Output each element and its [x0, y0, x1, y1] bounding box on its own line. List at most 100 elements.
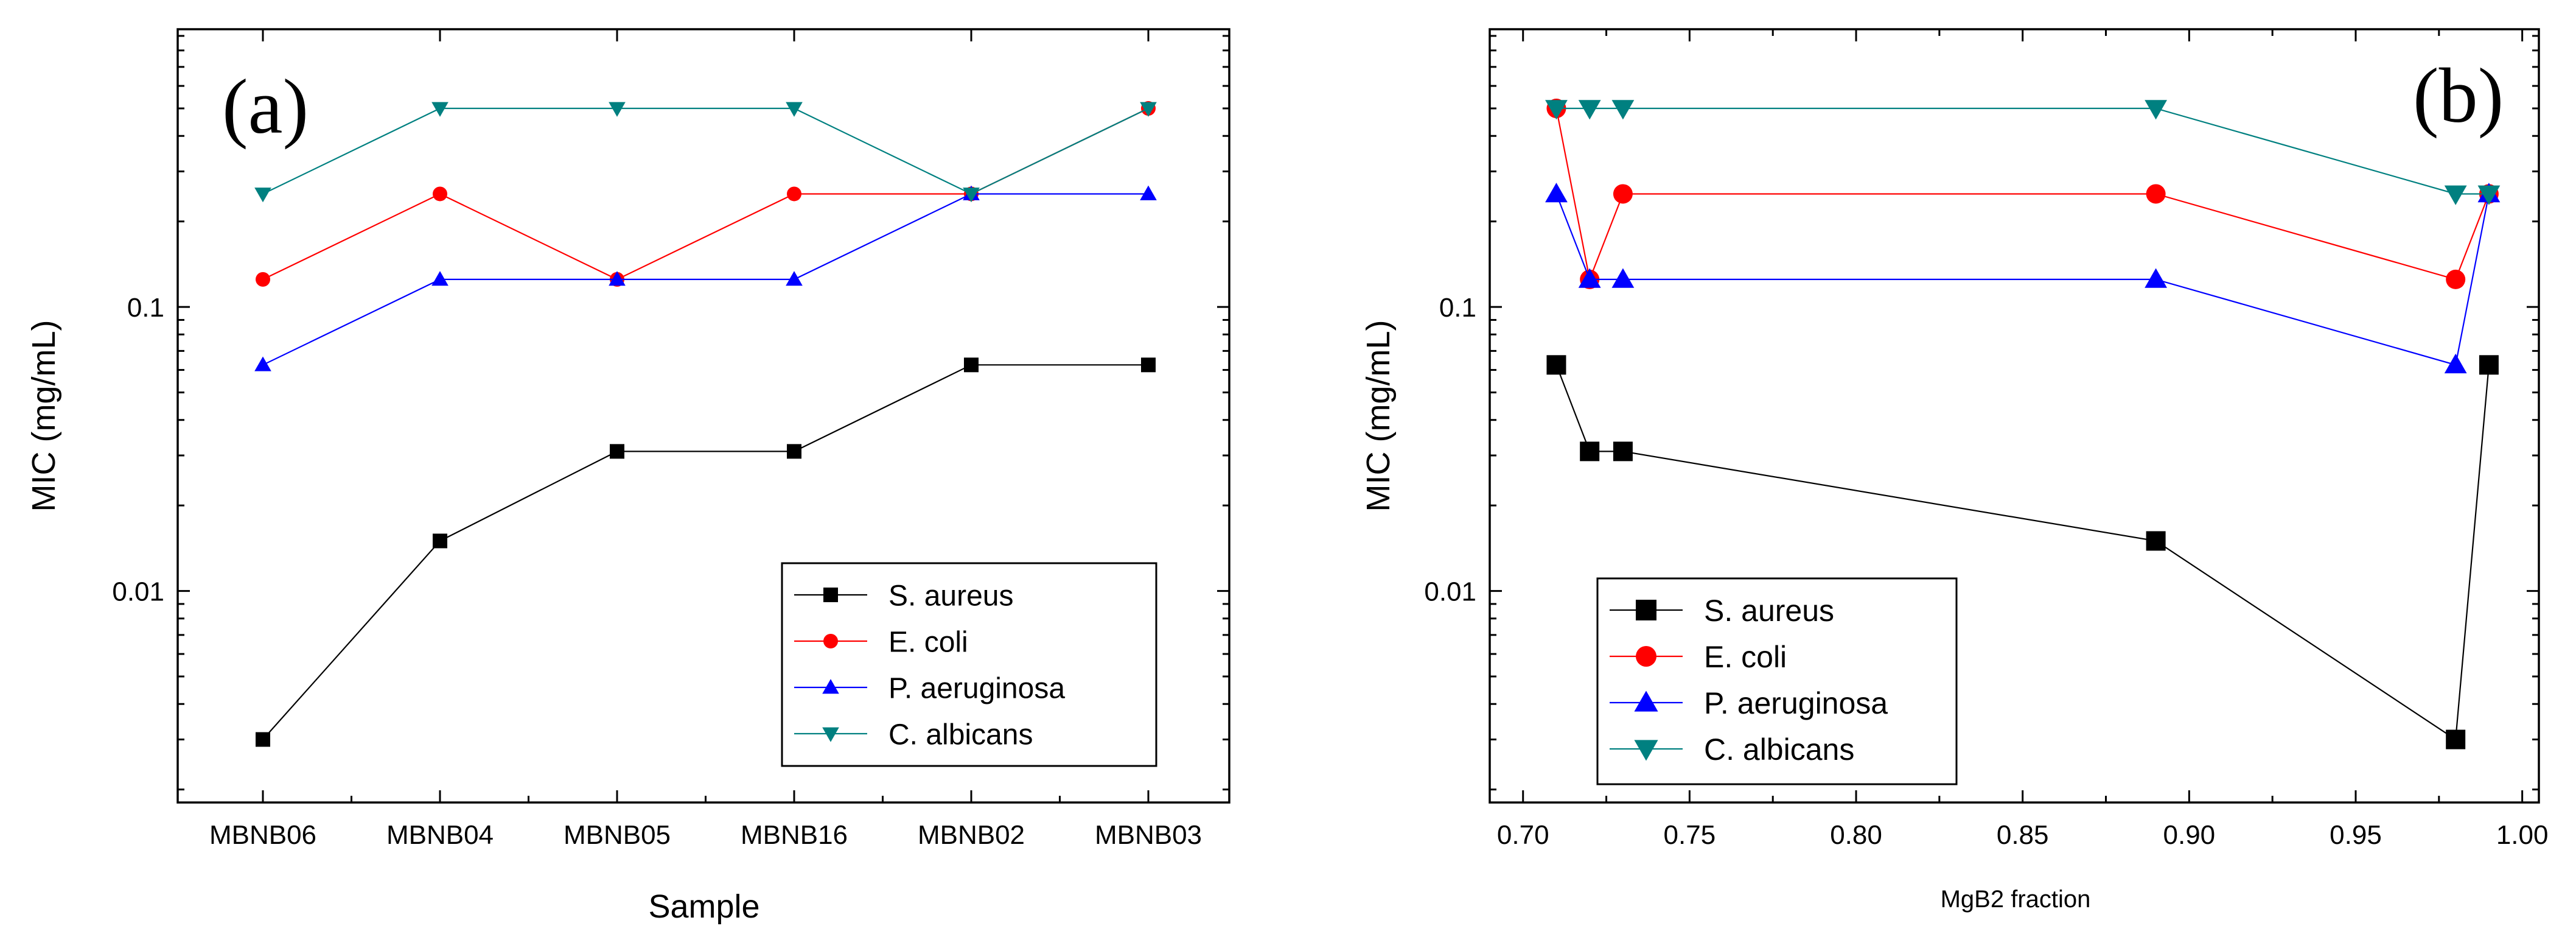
data-point: [1546, 355, 1566, 375]
data-point: [964, 357, 979, 373]
y-tick-label: 0.1: [1439, 293, 1476, 323]
legend-marker: [823, 588, 838, 602]
data-point: [1613, 184, 1633, 204]
data-point: [2477, 185, 2501, 205]
y-axis-label: MIC (mg/mL): [26, 320, 62, 512]
series-e-coli: [1546, 99, 2499, 289]
x-tick-label: MBNB16: [741, 820, 848, 850]
x-axis-label: MgB2 fraction: [1941, 886, 2091, 913]
series-s-aureus: [1546, 355, 2499, 750]
x-tick-label: MBNB02: [918, 820, 1025, 850]
x-axis-label: Sample: [648, 888, 759, 925]
plot-frame: [176, 28, 1230, 804]
data-point: [963, 188, 980, 203]
x-tick-label: 0.70: [1497, 820, 1549, 850]
legend-label: E. coli: [888, 626, 968, 658]
series-line: [1555, 108, 2490, 282]
data-point: [610, 444, 624, 459]
legend-marker: [822, 727, 839, 742]
data-point: [1611, 100, 1635, 120]
plot-frame: [1489, 28, 2540, 804]
data-point: [1140, 102, 1157, 117]
data-point: [1580, 441, 1600, 462]
x-tick-label: MBNB05: [564, 820, 671, 850]
data-point: [787, 444, 801, 459]
legend-label: C. albicans: [888, 718, 1033, 751]
series-line: [1556, 107, 2489, 195]
data-point: [2446, 729, 2466, 750]
legend: S. aureus E. coli P. aeruginosa C. albicans: [781, 562, 1157, 767]
data-point: [2479, 355, 2499, 375]
series-line: [262, 364, 1148, 740]
y-axis-label: MIC (mg/mL): [1360, 320, 1397, 512]
series-c-albicans: [254, 102, 1157, 203]
series-p-aeruginosa: [254, 185, 1157, 371]
data-point: [256, 732, 270, 747]
legend-label: P. aeruginosa: [888, 672, 1065, 704]
data-point: [256, 272, 270, 287]
legend-marker: [1634, 740, 1658, 761]
data-point: [609, 271, 626, 286]
legend-box: [781, 562, 1157, 767]
legend-marker: [822, 679, 839, 694]
y-tick-label: 0.1: [127, 293, 164, 323]
y-tick-label: 0.01: [1424, 577, 1476, 606]
x-tick-label: MBNB06: [209, 820, 316, 850]
series-line: [262, 193, 1148, 366]
data-point: [254, 188, 271, 203]
series-p-aeruginosa: [1545, 183, 2501, 374]
chart-panel-b: 0.01 0.1 0.70 0.75 0.80 0.85 0.90 0.95 1.00 (b) Mg…: [1360, 28, 2549, 913]
panel-label: (b): [2413, 52, 2504, 139]
legend-marker: [823, 634, 838, 648]
x-tick-label: MBNB03: [1095, 820, 1202, 850]
legend-label: S. aureus: [1704, 594, 1834, 628]
data-point: [2146, 184, 2166, 204]
data-point: [786, 102, 803, 117]
data-point: [2145, 268, 2168, 288]
chart-panel-a: 0.01 0.1 MBNB06 MBNB04 MBNB05 MBNB16 MBNB02 MBN…: [26, 28, 1230, 925]
legend-box: [1596, 577, 1958, 785]
legend-label: S. aureus: [888, 580, 1013, 612]
x-tick-label: 0.75: [1664, 820, 1716, 850]
data-point: [1613, 441, 1633, 462]
data-point: [1545, 100, 1568, 120]
x-tick-label: 0.90: [2163, 820, 2216, 850]
panel-label: (a): [222, 63, 309, 150]
series-line: [262, 107, 1149, 195]
x-tick-label: 0.80: [1830, 820, 1882, 850]
data-point: [431, 102, 449, 117]
data-point: [1141, 357, 1156, 373]
legend-label: C. albicans: [1704, 732, 1854, 767]
y-minor-ticks: [178, 35, 1229, 791]
x-tick-label: 1.00: [2496, 820, 2549, 850]
data-point: [2444, 353, 2467, 374]
data-point: [1578, 268, 1601, 288]
series-s-aureus: [256, 357, 1156, 747]
legend-marker: [1636, 646, 1656, 667]
data-point: [609, 102, 626, 117]
data-point: [2145, 100, 2168, 120]
data-point: [1611, 268, 1635, 288]
x-tick-label: MBNB04: [386, 820, 494, 850]
x-tick-label: 0.95: [2330, 820, 2382, 850]
data-point: [254, 356, 271, 371]
legend: S. aureus E. coli P. aeruginosa C. albicans: [1596, 577, 1958, 785]
data-point: [1140, 185, 1157, 200]
data-point: [433, 533, 447, 549]
data-point: [787, 186, 801, 202]
data-point: [2444, 185, 2467, 205]
data-point: [2146, 531, 2166, 551]
data-point: [431, 271, 449, 286]
series-c-albicans: [1545, 100, 2501, 205]
x-tick-label: 0.85: [1997, 820, 2049, 850]
data-point: [1545, 183, 1568, 203]
legend-marker: [1636, 600, 1656, 620]
y-minor-ticks: [1490, 35, 2539, 791]
y-tick-label: 0.01: [112, 577, 164, 606]
legend-label: E. coli: [1704, 640, 1787, 674]
data-point: [1578, 100, 1601, 120]
data-point: [786, 271, 803, 286]
data-point: [2446, 269, 2466, 289]
series-line: [1555, 364, 2490, 741]
